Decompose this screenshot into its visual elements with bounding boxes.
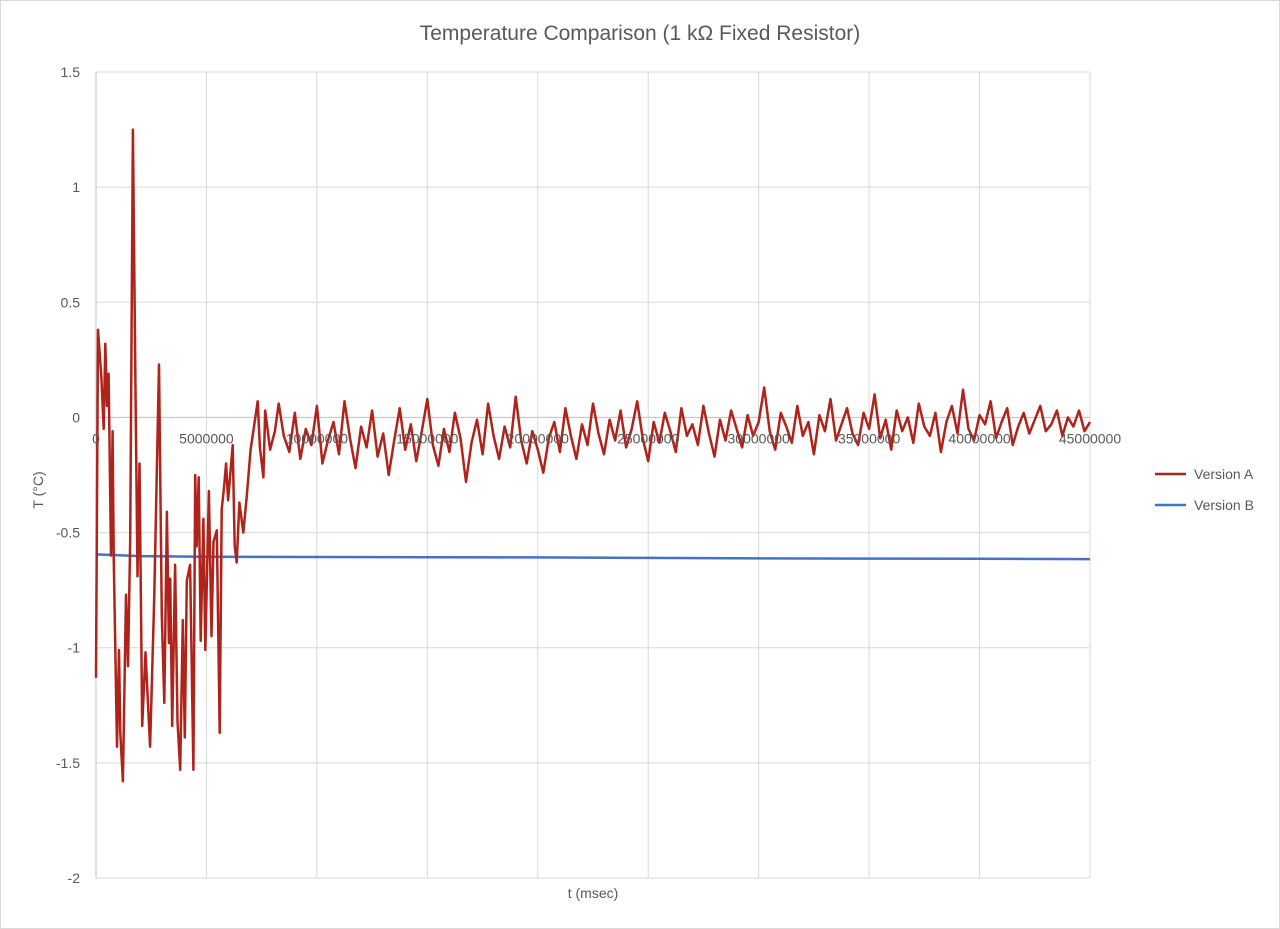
y-tick-label: -0.5 (56, 525, 80, 541)
y-tick-label: -1 (68, 640, 81, 656)
y-tick-label: -2 (68, 870, 81, 886)
x-tick-label: 0 (92, 430, 100, 446)
x-tick-labels: 0 5000000 10000000 15000000 20000000 25000000… (92, 430, 1121, 446)
y-tick-label: 1.5 (61, 64, 81, 80)
series-line-version-a (94, 128, 1092, 783)
y-tick-label: 0.5 (61, 294, 81, 310)
legend-label: Version B (1194, 497, 1254, 513)
x-tick-label: 35000000 (838, 430, 901, 446)
legend: Version A Version B (1155, 466, 1254, 513)
legend-label: Version A (1194, 466, 1254, 482)
y-axis-label: T (°C) (30, 471, 46, 508)
x-tick-label: 45000000 (1059, 430, 1122, 446)
x-tick-label: 15000000 (396, 430, 459, 446)
gridlines (95, 71, 1091, 879)
y-tick-labels: 1.5 1 0.5 0 -0.5 -1 -1.5 -2 (56, 64, 80, 886)
x-axis-label: t (msec) (568, 885, 619, 901)
y-tick-label: -1.5 (56, 755, 80, 771)
x-tick-label: 10000000 (286, 430, 349, 446)
x-tick-label: 5000000 (179, 430, 234, 446)
x-tick-label: 30000000 (728, 430, 791, 446)
x-tick-label: 40000000 (948, 430, 1011, 446)
x-tick-label: 20000000 (507, 430, 570, 446)
series-lines (94, 128, 1092, 783)
x-tick-label: 25000000 (617, 430, 680, 446)
y-tick-label: 1 (72, 179, 80, 195)
chart-title: Temperature Comparison (1 kΩ Fixed Resis… (420, 22, 861, 45)
y-tick-label: 0 (72, 409, 80, 425)
series-line-version-b (95, 553, 1091, 561)
